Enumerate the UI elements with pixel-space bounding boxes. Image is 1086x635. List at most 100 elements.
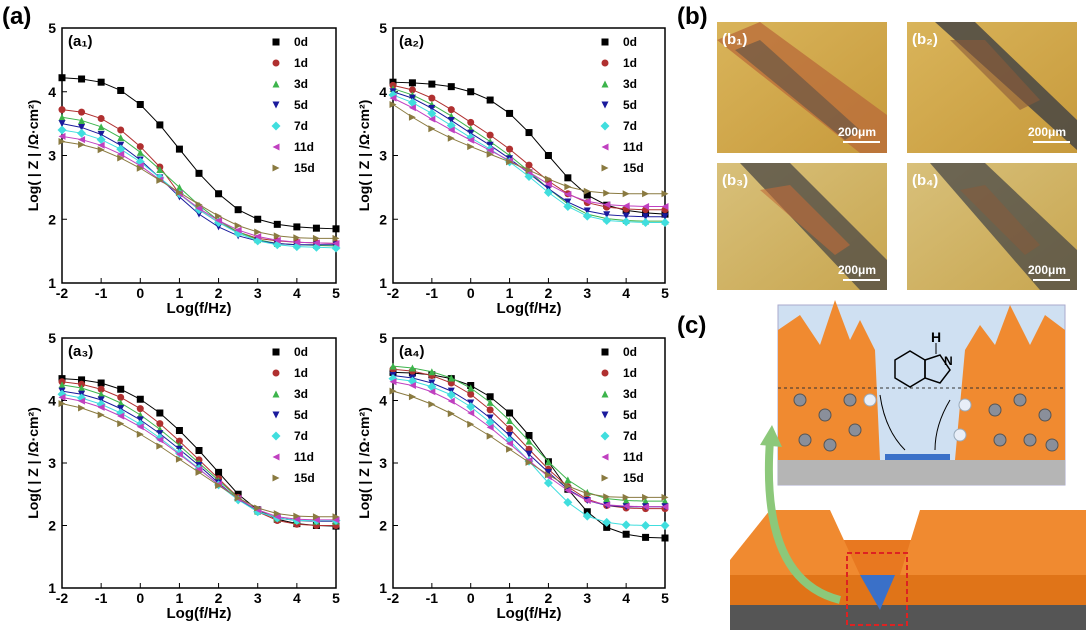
data-point [486, 432, 494, 440]
data-point [195, 447, 203, 454]
panel-label: (a₃) [68, 343, 93, 360]
data-point [58, 381, 66, 389]
data-point [312, 239, 320, 247]
x-tick-label: -1 [426, 285, 439, 301]
x-axis-label: Log(f/Hz) [497, 300, 562, 317]
data-point [408, 104, 416, 112]
data-point [446, 390, 456, 400]
x-tick-label: 0 [467, 590, 475, 606]
y-axis-label: Log( | Z | /Ω·cm²) [356, 407, 372, 519]
y-tick-label: 4 [48, 84, 56, 100]
photo-label: (b₄) [912, 172, 938, 189]
data-point [661, 203, 669, 210]
photo: (b₂) 200μm [907, 22, 1077, 153]
x-tick-label: -1 [95, 285, 108, 301]
data-point [642, 190, 650, 198]
legend-marker [601, 59, 609, 67]
data-point [117, 385, 125, 393]
data-point [543, 478, 553, 488]
data-point [273, 220, 281, 228]
data-point [642, 503, 650, 511]
data-point [97, 411, 105, 419]
legend-marker [272, 369, 280, 377]
data-point [486, 150, 494, 158]
scale-label: 200μm [1028, 263, 1066, 277]
data-point [78, 376, 86, 384]
legend-marker [272, 411, 280, 419]
legend-marker [272, 164, 280, 172]
legend-marker [272, 390, 280, 398]
data-point [661, 190, 669, 198]
data-point [467, 88, 475, 96]
data-point [582, 211, 592, 221]
data-point [273, 510, 281, 518]
data-point [58, 120, 66, 128]
photo: (b₁) 200μm [717, 22, 887, 153]
data-point [293, 515, 301, 523]
data-point [234, 494, 242, 502]
x-tick-label: 4 [293, 285, 301, 301]
data-point [234, 206, 242, 214]
x-tick-label: -2 [387, 285, 400, 301]
data-point [428, 94, 436, 102]
x-tick-label: 3 [583, 590, 591, 606]
data-point [97, 115, 105, 123]
legend-marker [601, 369, 609, 377]
legend-marker [601, 143, 609, 151]
data-point [58, 74, 66, 82]
x-tick-label: 3 [254, 285, 262, 301]
legend-label: 3d [294, 387, 308, 401]
data-point [389, 94, 397, 102]
data-point [525, 458, 533, 466]
legend-marker [272, 143, 280, 151]
data-point [447, 116, 455, 124]
data-point [564, 183, 572, 191]
data-point [332, 513, 340, 521]
data-point [486, 131, 494, 139]
legend-marker [600, 121, 610, 131]
data-point [78, 380, 86, 388]
legend-marker [272, 59, 280, 67]
legend-marker [272, 474, 280, 482]
data-point [427, 108, 437, 118]
legend-label: 11d [294, 140, 314, 154]
data-point [602, 517, 612, 527]
data-point [78, 136, 86, 144]
data-point [136, 148, 144, 156]
data-point [273, 236, 281, 244]
y-tick-label: 4 [379, 393, 387, 409]
legend-marker [601, 474, 609, 482]
data-point [156, 409, 164, 417]
data-point [293, 512, 301, 520]
legend-label: 1d [294, 366, 308, 380]
legend-marker [272, 453, 280, 461]
data-point [117, 126, 125, 134]
data-point [117, 134, 125, 142]
data-point [332, 239, 340, 247]
data-point [525, 129, 533, 137]
data-point [447, 106, 455, 114]
photo-label: (b₃) [722, 172, 748, 189]
y-tick-label: 1 [48, 580, 56, 596]
legend-label: 0d [294, 35, 308, 49]
data-point [312, 224, 320, 232]
data-point [234, 222, 242, 230]
data-point [195, 204, 203, 212]
data-point [78, 108, 86, 116]
x-tick-label: 3 [583, 285, 591, 301]
data-point [78, 116, 86, 124]
data-point [641, 521, 651, 530]
data-point [583, 191, 591, 199]
photo: (b₄) 200μm [907, 163, 1077, 290]
data-point [156, 121, 164, 129]
data-point [467, 384, 475, 392]
data-point [428, 400, 436, 408]
data-point [603, 189, 611, 197]
data-point [583, 197, 591, 205]
data-point [642, 533, 650, 541]
legend-marker [601, 164, 609, 172]
data-point [467, 136, 475, 144]
data-point [195, 201, 203, 209]
y-tick-label: 3 [379, 148, 387, 164]
data-point [389, 378, 397, 386]
